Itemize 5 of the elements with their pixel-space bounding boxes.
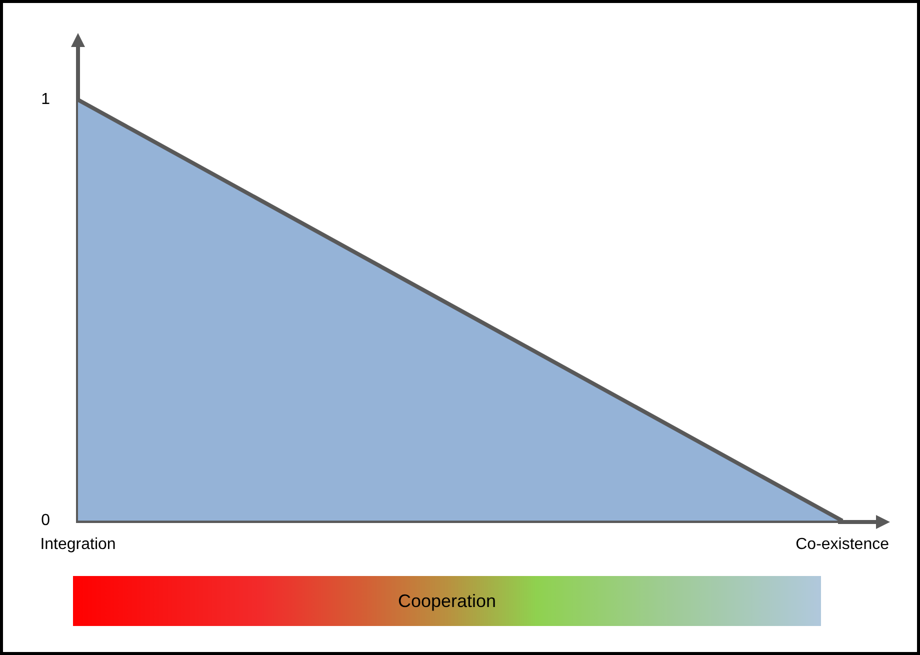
y-tick-label: 0	[41, 512, 50, 530]
x-tick-label: Co-existence	[796, 536, 890, 553]
x-tick-label: Integration	[40, 536, 116, 553]
color-gradient-strip: Cooperation	[73, 576, 821, 626]
y-tick-label: 1	[41, 91, 50, 108]
